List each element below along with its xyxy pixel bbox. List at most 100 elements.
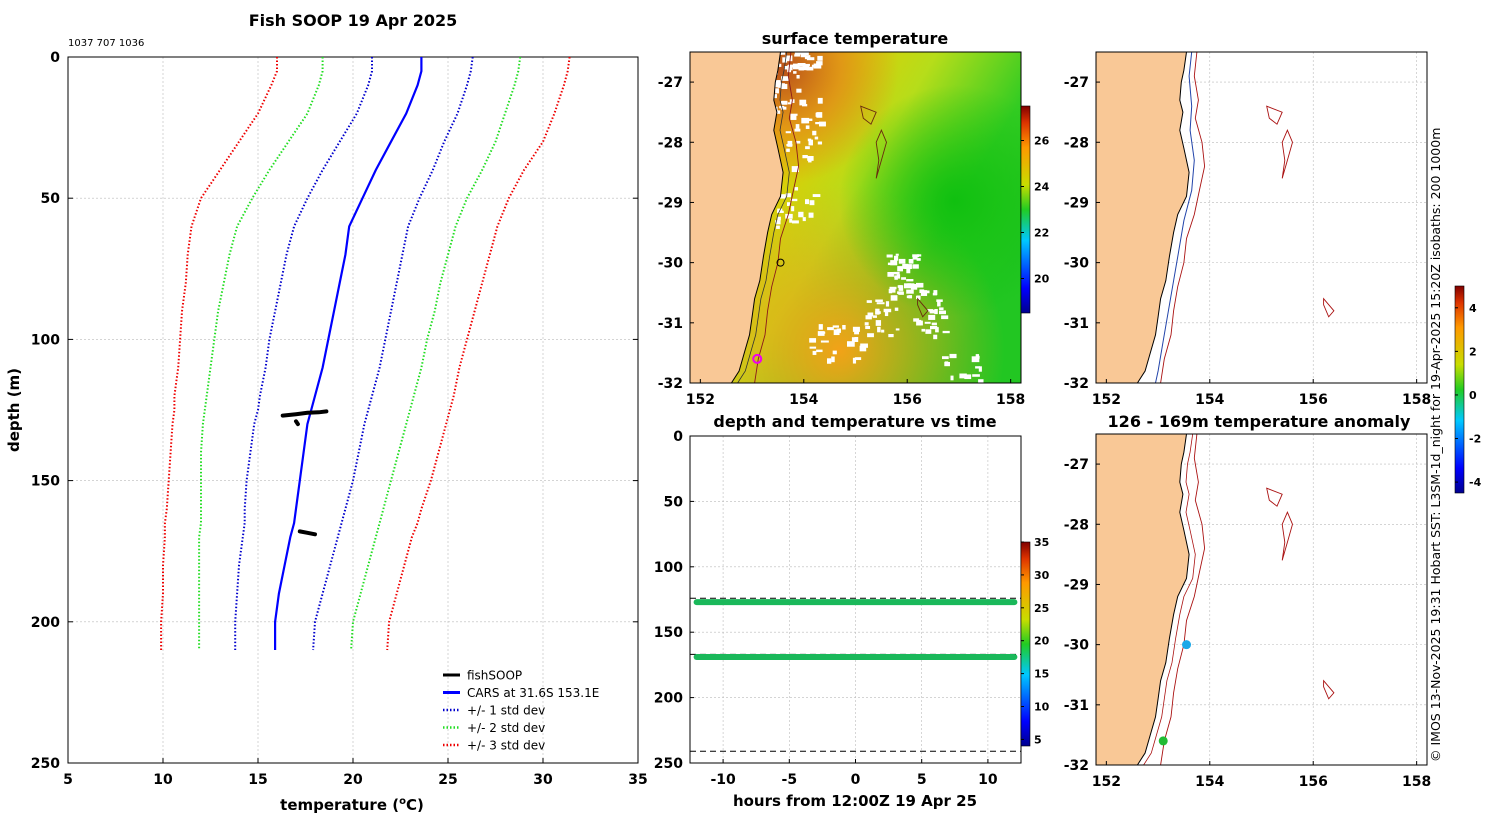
map-xtick-label: 158 (1402, 392, 1431, 408)
sst-cloud-pixel (806, 66, 814, 71)
sst-cloud-pixel (781, 76, 789, 81)
depth-time-xtick-label: -5 (782, 772, 798, 788)
sst-cloud-pixel (794, 187, 799, 191)
sst-cloud-pixel (865, 315, 872, 320)
map-xtick-label: 158 (1402, 774, 1431, 790)
sst-cloud-pixel (833, 329, 840, 336)
sst-cloud-pixel (794, 128, 801, 132)
sst-cloud-pixel (775, 220, 781, 225)
std1-lower-line (234, 57, 373, 650)
sst-cloud-pixel (895, 328, 900, 331)
profile-xlabel: temperature (oC) (280, 796, 424, 814)
depth-time-xtick-label: 0 (851, 772, 861, 788)
sst-cloud-pixel (772, 80, 781, 85)
profile-xtick-label: 25 (438, 772, 457, 788)
sst-cloud-pixel (889, 286, 897, 290)
sst-cloud-pixel (759, 48, 764, 51)
sst-cloud-pixel (964, 374, 972, 380)
sst-cloud-pixel (785, 193, 792, 198)
sst-cloud-pixel (800, 53, 807, 58)
sst-cloud-pixel (959, 373, 967, 379)
sst-cloud-pixel (910, 284, 918, 290)
sst-cloud-pixel (975, 366, 980, 369)
sst-cloud-pixel (791, 206, 795, 212)
sst-cloud-pixel (790, 114, 797, 120)
sst-cloud-pixel (939, 307, 944, 311)
sst-cb-label: 20 (1034, 273, 1050, 286)
sst-cloud-pixel (930, 326, 938, 330)
sst-cloud-pixel (806, 118, 813, 121)
sst-cloud-pixel (775, 88, 779, 94)
sst-cloud-pixel (888, 334, 894, 338)
sst-cloud-pixel (756, 41, 761, 44)
depth-time-ytick-label: 100 (654, 560, 683, 576)
sst-cloud-pixel (929, 310, 937, 314)
sst-cloud-pixel (867, 333, 874, 338)
map-xtick-label: 152 (1092, 774, 1121, 790)
sst-cloud-pixel (875, 299, 883, 302)
sst-cloud-pixel (799, 99, 807, 106)
sst-cloud-pixel (881, 329, 885, 333)
sst-cloud-pixel (794, 52, 802, 55)
anomaly-point (1182, 640, 1192, 650)
sst-cloud-pixel (802, 104, 808, 107)
sst-cloud-pixel (809, 346, 817, 349)
map-ytick-label: -29 (1064, 577, 1089, 593)
anomaly-cb-label: -2 (1469, 433, 1481, 446)
sst-cloud-pixel (836, 328, 841, 333)
map-xtick-label: 156 (893, 392, 922, 408)
sst-cb-label: 26 (1034, 135, 1050, 148)
map-xtick-label: 152 (1092, 392, 1121, 408)
sst-cloud-pixel (818, 324, 823, 330)
anomaly-map: 126 - 169m temperature anomaly 152 154 156… (1064, 285, 1482, 790)
isobath-field (1096, 52, 1335, 383)
seamount-contour (875, 129, 887, 179)
sst-cloud-pixel (936, 299, 943, 302)
seamount-contour (1266, 105, 1283, 125)
credit-text: © IMOS 13-Nov-2025 19:31 Hobart SST: L3S… (1428, 128, 1443, 762)
sst-cloud-pixel (816, 112, 823, 118)
map-xtick-label: 154 (789, 392, 818, 408)
map-ytick-label: -29 (1064, 195, 1089, 211)
depth-time-colorbar (1020, 541, 1031, 747)
fishsoop-points (297, 529, 317, 537)
anomaly-axes-box (1095, 433, 1428, 766)
sst-cloud-pixel (805, 199, 810, 205)
sst-cloud-pixel (777, 216, 781, 221)
anomaly-field (1096, 434, 1335, 765)
sst-cloud-pixel (852, 326, 860, 332)
sst-cloud-pixel (791, 166, 799, 173)
map-xtick-label: 152 (686, 392, 715, 408)
profile-xtick-label: 15 (248, 772, 267, 788)
sst-cloud-pixel (925, 290, 930, 294)
depth-time-xtick-label: 5 (917, 772, 927, 788)
depth-time-colorbar-ticks: 5 10 15 20 25 30 35 (1021, 536, 1050, 746)
sst-isobath-200 (737, 52, 790, 383)
map-xtick-label: 156 (1299, 774, 1328, 790)
sst-cloud-pixel (781, 52, 786, 55)
depth-time-data (690, 597, 1021, 752)
sst-cloud-pixel (787, 140, 793, 147)
sst-cloud-pixel (779, 194, 786, 199)
sst-isobath-1000 (754, 52, 800, 383)
seamount-contour (917, 297, 929, 318)
sst-cloud-pixel (891, 288, 896, 293)
sst-cloud-pixel (972, 374, 980, 377)
sst-cloud-pixel (897, 291, 904, 295)
depth-time-xtick-label: -10 (710, 772, 736, 788)
profile-ytick-label: 200 (31, 615, 60, 631)
sst-cloud-pixel (802, 155, 808, 159)
fishsoop-points (294, 419, 300, 427)
sst-cloud-pixel (801, 117, 810, 124)
anomaly-cb-label: 4 (1469, 302, 1477, 315)
profile-ytick-label: 50 (41, 191, 61, 207)
profile-ytick-label: 0 (50, 50, 60, 66)
depth-time-title: depth and temperature vs time (713, 412, 996, 431)
std2-upper-line (350, 57, 522, 651)
sst-cloud-pixel (883, 308, 892, 313)
sst-cloud-pixel (817, 55, 823, 61)
profile-title: Fish SOOP 19 Apr 2025 (249, 11, 458, 30)
anomaly-point (1158, 736, 1168, 746)
